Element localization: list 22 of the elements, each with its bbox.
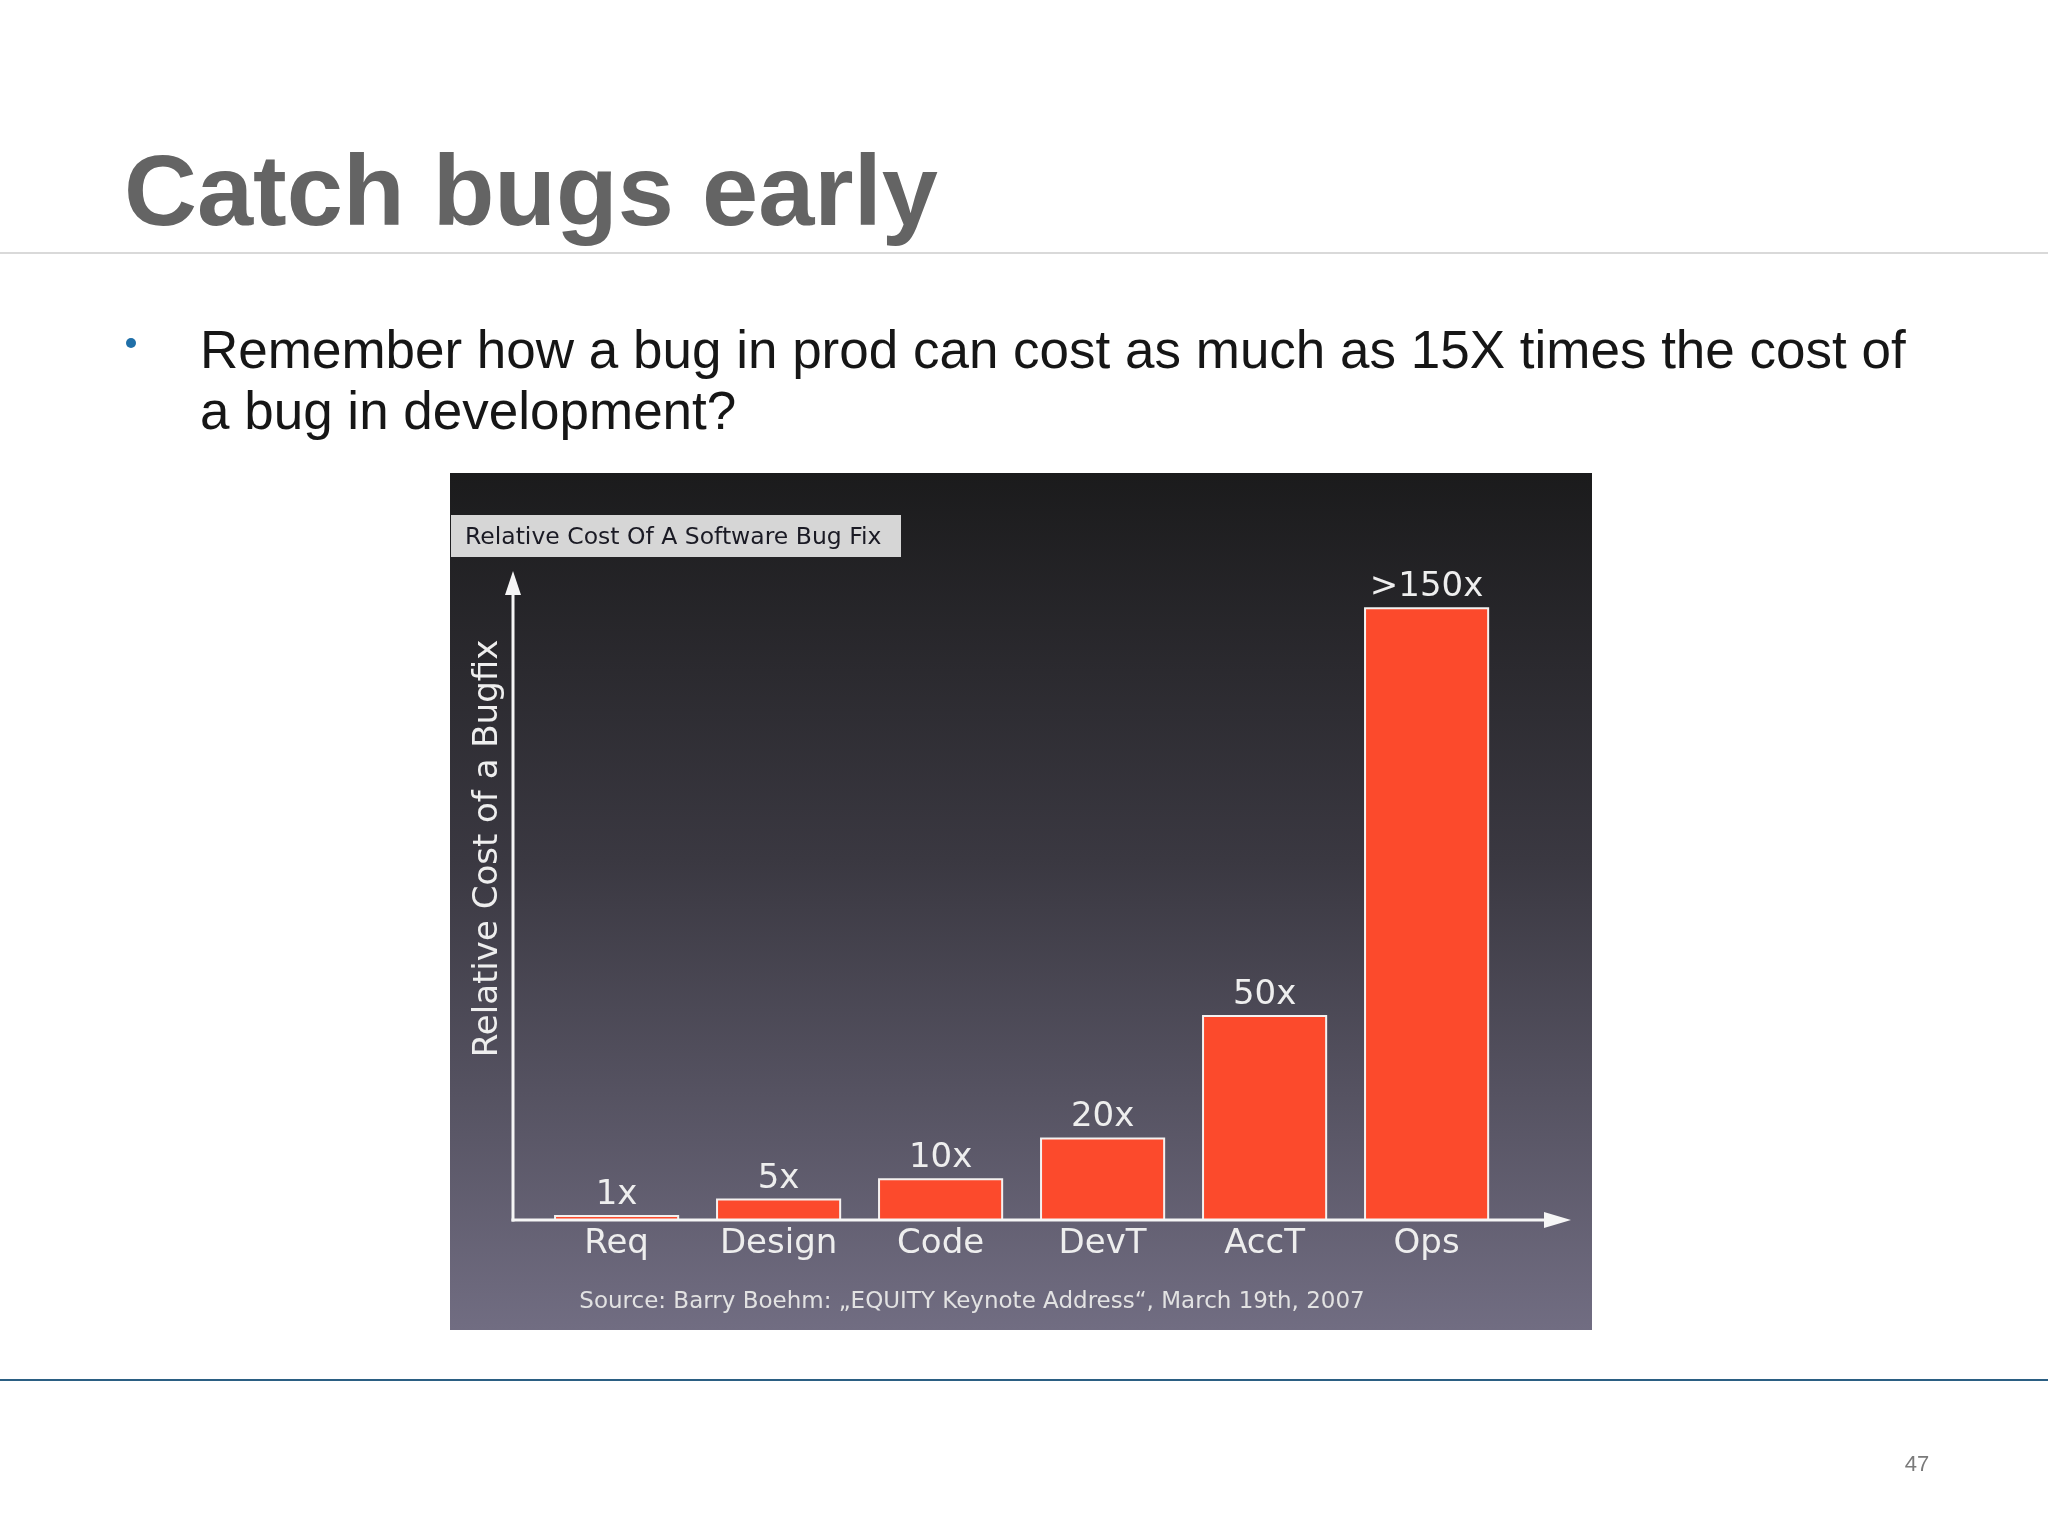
data-label: 5x bbox=[757, 1155, 800, 1196]
chart-subtitle: Remember how a bug in prod can cost as much as 15X times the cost of a bug in development? bbox=[200, 319, 1907, 441]
data-label: 1x bbox=[595, 1171, 638, 1212]
bar bbox=[1364, 607, 1490, 1221]
data-label: 20x bbox=[1070, 1094, 1135, 1135]
data-label: >150x bbox=[1369, 564, 1484, 605]
bar bbox=[1202, 1015, 1328, 1221]
y-axis-title: Relative Cost of a Bugfix bbox=[464, 639, 505, 1058]
data-label: 10x bbox=[908, 1135, 973, 1176]
x-tick-label: AccT bbox=[1224, 1220, 1306, 1261]
x-tick-label: Design bbox=[719, 1220, 838, 1261]
x-tick-label: Ops bbox=[1393, 1220, 1460, 1261]
text: 47 bbox=[1903, 1451, 1931, 1477]
text: Relative Cost Of A Software Bug Fix bbox=[451, 515, 901, 557]
chart-title: Catch bugs early bbox=[124, 134, 938, 246]
x-tick-label: Code bbox=[897, 1220, 985, 1261]
bar bbox=[1040, 1137, 1166, 1221]
source-note: Source: Barry Boehm: „EQUITY Keynote Address“, March 19th, 2007 bbox=[578, 1287, 1366, 1313]
bar bbox=[878, 1178, 1004, 1221]
data-label: 50x bbox=[1232, 972, 1297, 1013]
x-tick-label: DevT bbox=[1058, 1220, 1147, 1261]
x-tick-label: Req bbox=[584, 1220, 649, 1261]
